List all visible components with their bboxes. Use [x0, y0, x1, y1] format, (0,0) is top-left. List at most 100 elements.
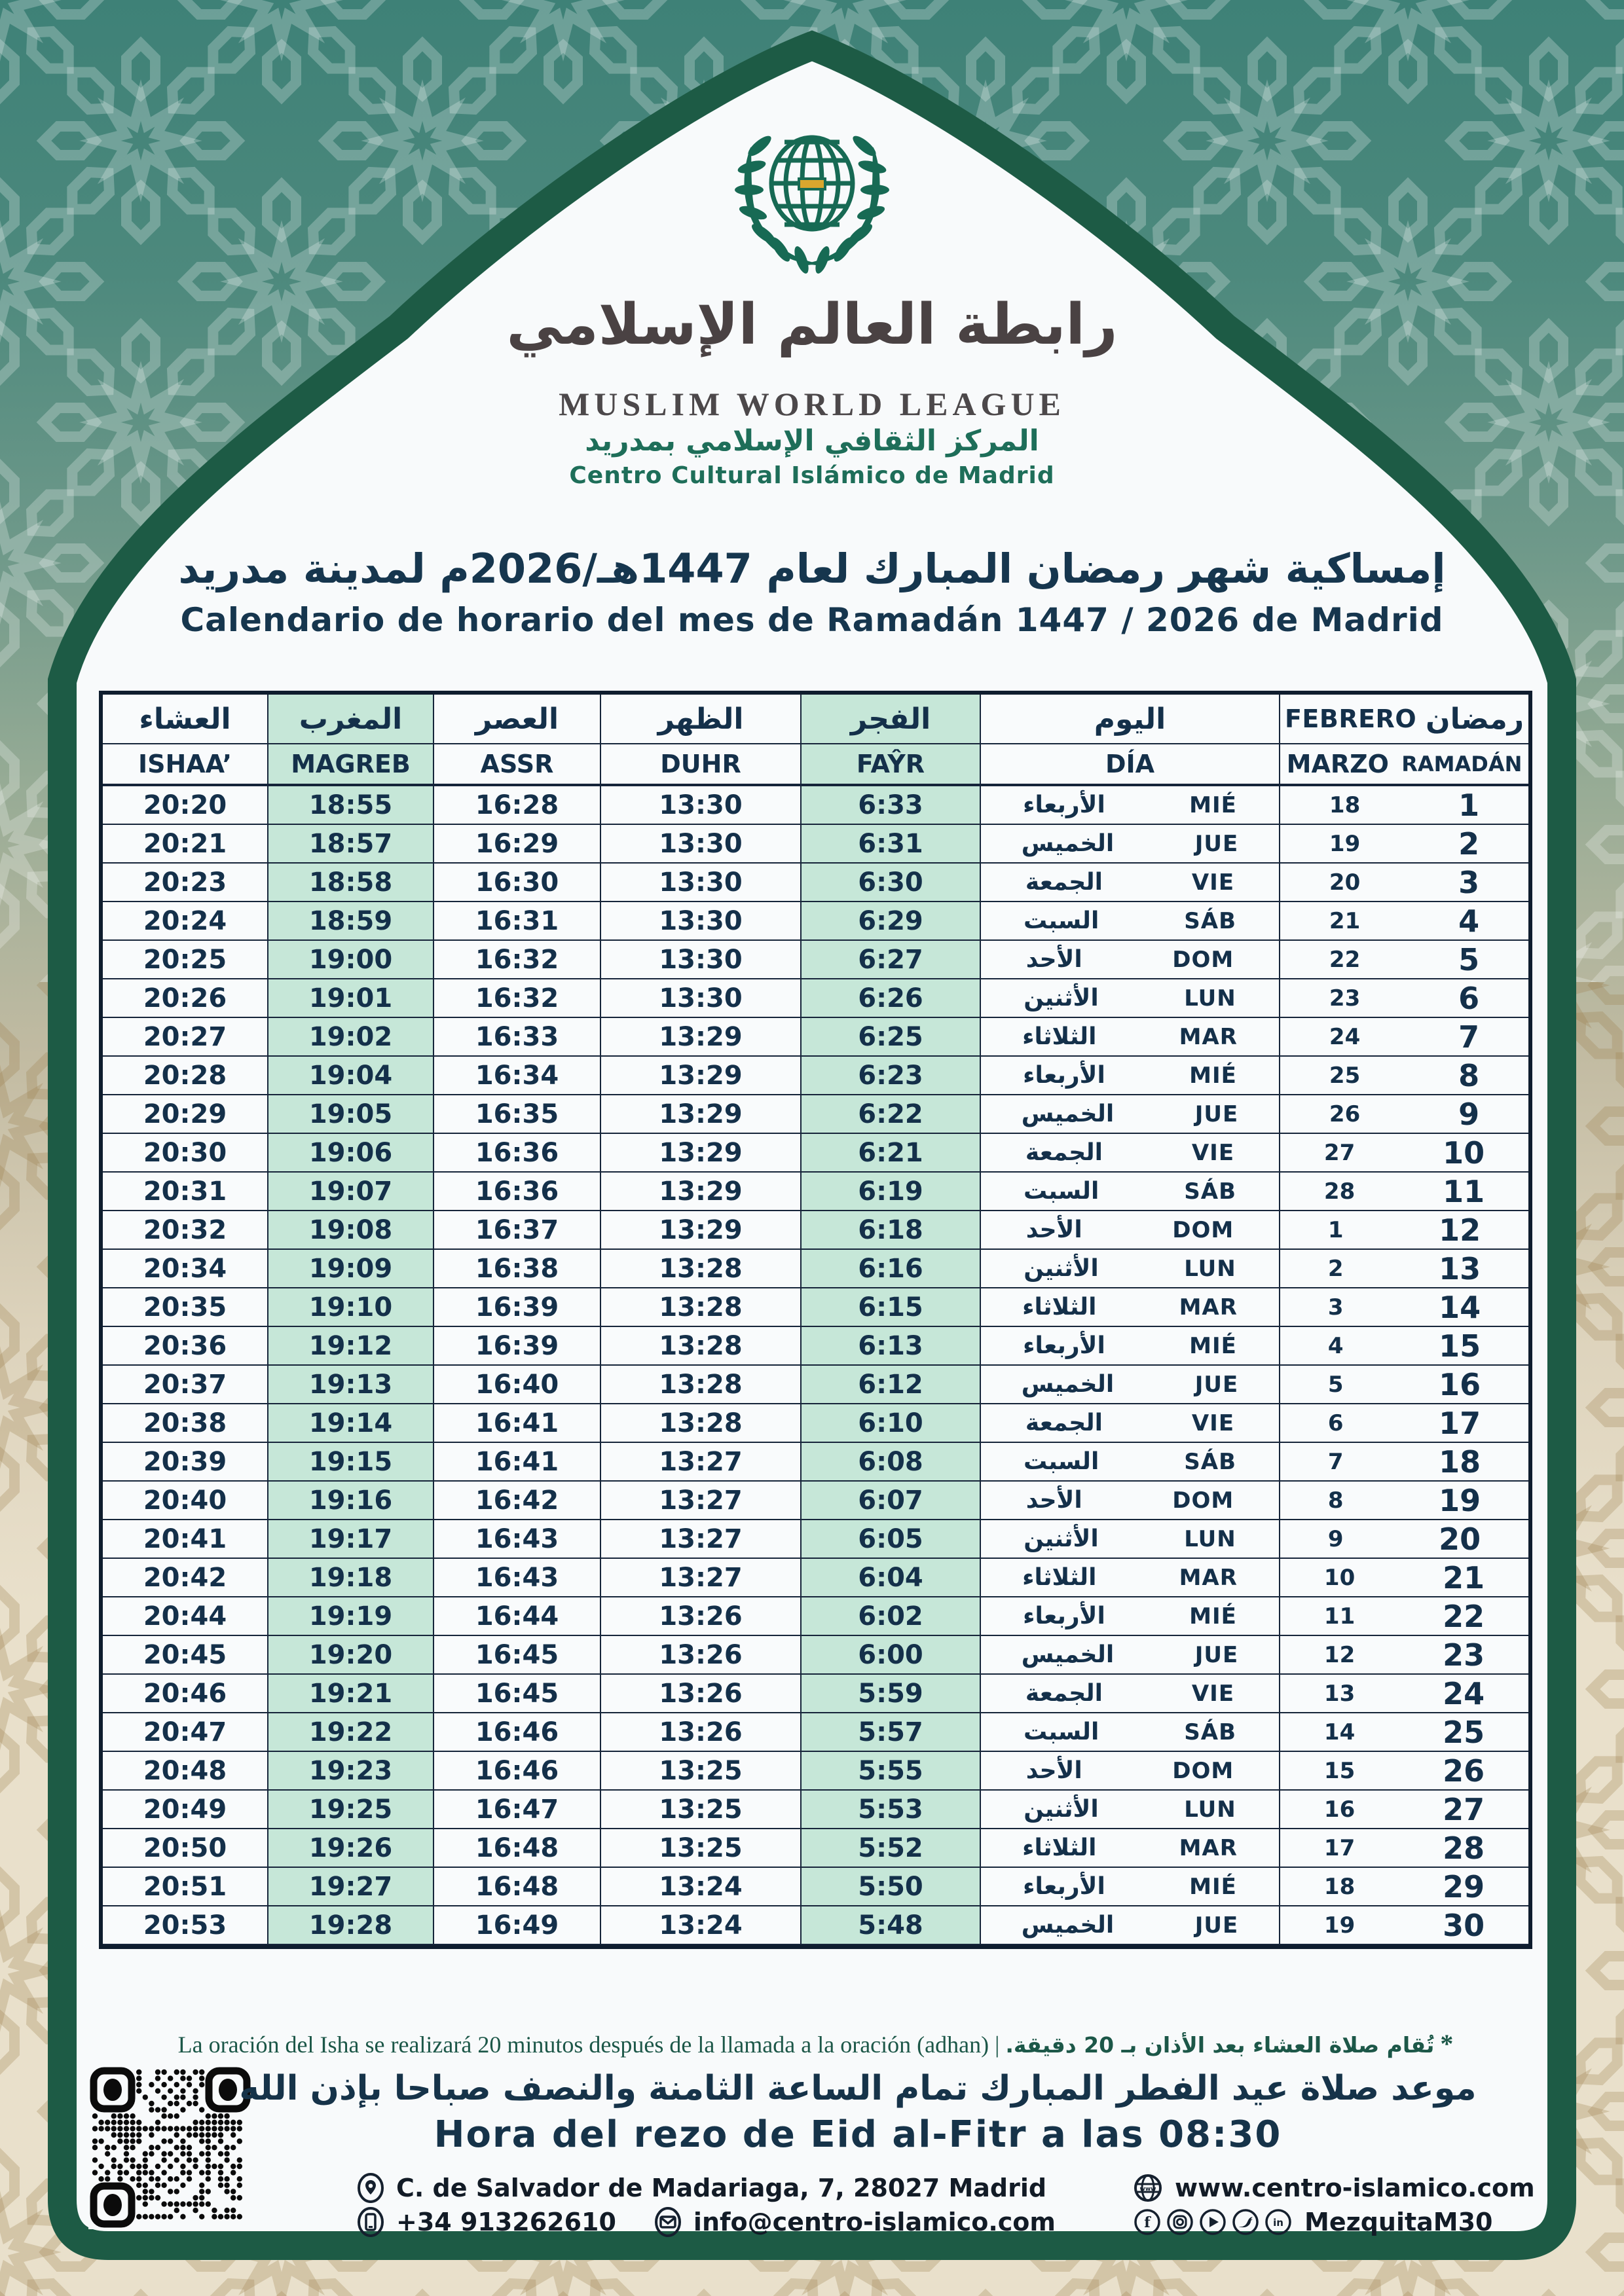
date-cell: 16 27 — [1280, 1791, 1528, 1829]
mwl-logo — [735, 135, 889, 274]
youtube-icon[interactable] — [1198, 2208, 1227, 2236]
ramadan-day: 14 — [1439, 1289, 1481, 1325]
ishaa-time: 20:44 — [103, 1597, 268, 1636]
duhr-time: 13:28 — [601, 1250, 802, 1288]
table-row: 20:44 19:19 16:44 13:26 6:02 الأربعاء MIÉ 11 22 — [103, 1597, 1528, 1636]
fayr-time: 5:52 — [802, 1829, 981, 1868]
day-name-es: MAR — [1179, 1564, 1238, 1591]
table-row: 20:50 19:26 16:48 13:25 5:52 الثلاثاء MAR 17 28 — [103, 1829, 1528, 1868]
website-text[interactable]: www.centro-islamico.com — [1175, 2174, 1535, 2202]
assr-time: 16:36 — [434, 1173, 601, 1211]
fayr-time: 6:25 — [802, 1018, 981, 1057]
col-duhr-ar: الظهر — [601, 695, 802, 744]
ramadan-day: 6 — [1458, 980, 1480, 1016]
day-name-es: MIÉ — [1189, 792, 1237, 818]
date-cell: 10 21 — [1280, 1559, 1528, 1597]
duhr-time: 13:25 — [601, 1752, 802, 1791]
day-name-ar: الثلاثاء — [1022, 1564, 1097, 1591]
day-cell: الأربعاء MIÉ — [981, 1057, 1280, 1095]
day-cell: الجمعة VIE — [981, 864, 1280, 902]
table-row: 20:20 18:55 16:28 13:30 6:33 الأربعاء MIÉ 18 1 — [103, 786, 1528, 825]
table-row: 20:45 19:20 16:45 13:26 6:00 الخميس JUE 12 23 — [103, 1636, 1528, 1675]
col-ishaa-ar: العشاء — [103, 695, 268, 744]
gregorian-date: 19 — [1323, 1912, 1356, 1939]
day-cell: الجمعة VIE — [981, 1404, 1280, 1443]
ramadan-day: 1 — [1458, 787, 1480, 823]
magreb-time: 18:59 — [268, 902, 434, 941]
email-text[interactable]: info@centro-islamico.com — [693, 2208, 1056, 2236]
day-name-es: MAR — [1179, 1294, 1238, 1321]
table-row: 20:41 19:17 16:43 13:27 6:05 الأثنين LUN 9 20 — [103, 1520, 1528, 1559]
month-bottom-label: MARZO — [1286, 750, 1389, 778]
magreb-time: 19:23 — [268, 1752, 434, 1791]
gregorian-date: 7 — [1327, 1448, 1344, 1475]
day-name-es: SÁB — [1184, 1448, 1236, 1475]
day-cell: الأربعاء MIÉ — [981, 1327, 1280, 1366]
day-name-es: DOM — [1172, 946, 1234, 973]
col-magreb-la: MAGREB — [268, 744, 434, 786]
day-name-es: MIÉ — [1189, 1062, 1237, 1089]
day-cell: الخميس JUE — [981, 825, 1280, 864]
assr-time: 16:29 — [434, 825, 601, 864]
table-row: 20:53 19:28 16:49 13:24 5:48 الخميس JUE 19 30 — [103, 1906, 1528, 1945]
duhr-time: 13:30 — [601, 941, 802, 979]
fayr-time: 6:19 — [802, 1173, 981, 1211]
duhr-time: 13:27 — [601, 1443, 802, 1482]
linkedin-icon[interactable]: in — [1264, 2208, 1293, 2236]
date-cell: 24 7 — [1280, 1018, 1528, 1057]
table-row: 20:26 19:01 16:32 13:30 6:26 الأثنين LUN 23 6 — [103, 979, 1528, 1018]
ramadan-day: 2 — [1458, 826, 1480, 862]
gregorian-date: 15 — [1323, 1757, 1356, 1784]
fayr-time: 6:29 — [802, 902, 981, 941]
magreb-time: 19:16 — [268, 1482, 434, 1520]
social-icons: f in — [1133, 2208, 1293, 2236]
ishaa-time: 20:37 — [103, 1366, 268, 1404]
qr-finder-bl — [90, 2182, 136, 2228]
instagram-icon[interactable] — [1166, 2208, 1194, 2236]
gregorian-date: 12 — [1323, 1641, 1356, 1668]
table-row: 20:35 19:10 16:39 13:28 6:15 الثلاثاء MAR 3 14 — [103, 1288, 1528, 1327]
table-row: 20:37 19:13 16:40 13:28 6:12 الخميس JUE 5 16 — [103, 1366, 1528, 1404]
ramadan-day: 9 — [1458, 1096, 1480, 1132]
assr-time: 16:43 — [434, 1520, 601, 1559]
assr-time: 16:42 — [434, 1482, 601, 1520]
date-cell: 6 17 — [1280, 1404, 1528, 1443]
gregorian-date: 18 — [1329, 792, 1361, 818]
date-cell: 17 28 — [1280, 1829, 1528, 1868]
assr-time: 16:37 — [434, 1211, 601, 1250]
footnote-es: La oración del Isha se realizará 20 minu… — [177, 2032, 989, 2058]
phone-text[interactable]: +34 913262610 — [396, 2208, 616, 2236]
ishaa-time: 20:29 — [103, 1095, 268, 1134]
table-header-arabic: العشاء المغرب العصر الظهر الفجر اليوم FE… — [103, 695, 1528, 744]
day-name-ar: الجمعة — [1025, 1680, 1103, 1707]
facebook-icon[interactable]: f — [1133, 2208, 1162, 2236]
table-row: 20:39 19:15 16:41 13:27 6:08 السبت SÁB 7 18 — [103, 1443, 1528, 1482]
day-cell: السبت SÁB — [981, 1173, 1280, 1211]
social-handle-text[interactable]: MezquitaM30 — [1304, 2208, 1493, 2236]
magreb-time: 19:13 — [268, 1366, 434, 1404]
duhr-time: 13:29 — [601, 1211, 802, 1250]
social-row: f in MezquitaM30 — [1133, 2206, 1552, 2238]
center-name-es: Centro Cultural Islámico de Madrid — [569, 462, 1055, 489]
day-cell: الخميس JUE — [981, 1906, 1280, 1945]
fayr-time: 6:18 — [802, 1211, 981, 1250]
table-row: 20:24 18:59 16:31 13:30 6:29 السبت SÁB 21 4 — [103, 902, 1528, 941]
table-row: 20:27 19:02 16:33 13:29 6:25 الثلاثاء MAR 24 7 — [103, 1018, 1528, 1057]
ishaa-time: 20:51 — [103, 1868, 268, 1906]
ramadan-day: 11 — [1443, 1173, 1485, 1209]
day-name-ar: الثلاثاء — [1022, 1023, 1097, 1050]
table-row: 20:25 19:00 16:32 13:30 6:27 الأحد DOM 22 5 — [103, 941, 1528, 979]
fayr-time: 6:05 — [802, 1520, 981, 1559]
duhr-time: 13:30 — [601, 825, 802, 864]
col-day-ar: اليوم — [981, 695, 1280, 744]
twitter-icon[interactable] — [1231, 2208, 1260, 2236]
day-name-es: DOM — [1172, 1216, 1234, 1243]
table-row: 20:31 19:07 16:36 13:29 6:19 السبت SÁB 28 11 — [103, 1173, 1528, 1211]
assr-time: 16:41 — [434, 1404, 601, 1443]
gregorian-date: 17 — [1323, 1834, 1356, 1861]
duhr-time: 13:30 — [601, 902, 802, 941]
duhr-time: 13:26 — [601, 1597, 802, 1636]
date-cell: 13 24 — [1280, 1675, 1528, 1713]
day-name-es: MAR — [1179, 1834, 1238, 1861]
ishaa-time: 20:36 — [103, 1327, 268, 1366]
